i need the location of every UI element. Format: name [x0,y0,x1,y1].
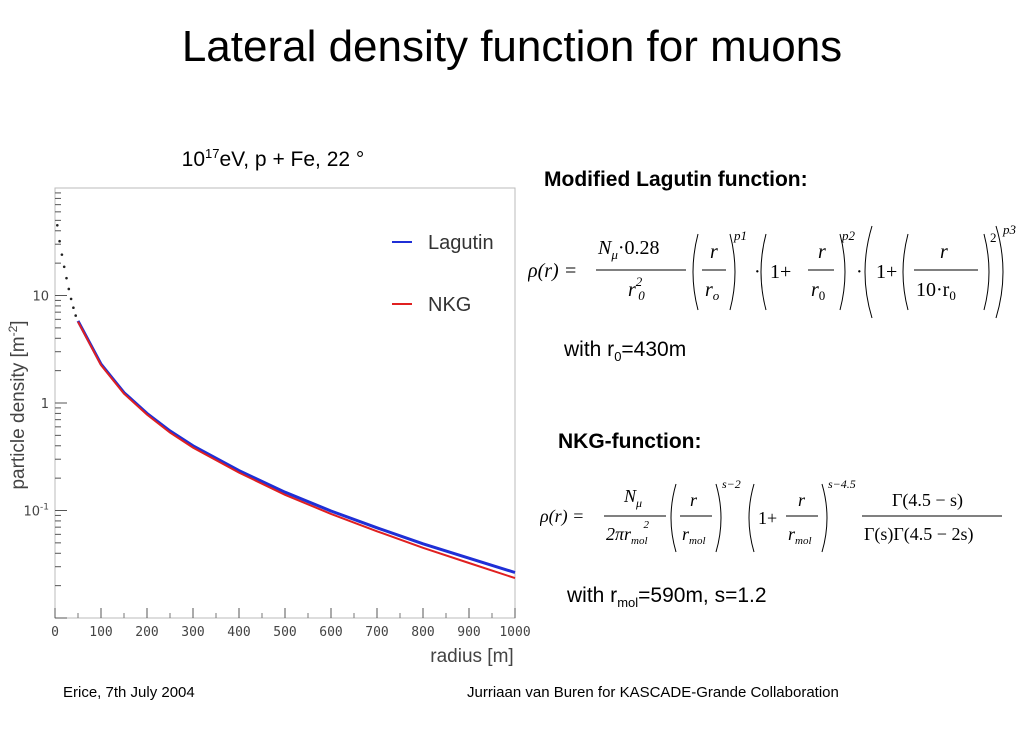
y-tick-label: 10 [32,290,49,305]
lagutin-num: Nμ·0.28 [597,237,660,262]
x-axis-label: radius [m] [430,646,513,667]
nkg-gamma-den: Γ(s)Γ(4.5 − 2s) [864,524,973,545]
lagutin-t1-den: ro [705,279,720,303]
data-point [69,297,73,301]
lagutin-t1-num: r [710,241,718,263]
lagutin-t3-den: 10·r0 [916,279,956,303]
lagutin-lhs: ρ(r) = [528,260,577,282]
subtitle-base: 10 [181,148,206,171]
data-point [72,306,75,310]
lagutin-p2: p2 [841,228,856,243]
x-tick-label: 1000 [499,625,530,640]
footer-right: Jurriaan van Buren for KASCADE-Grande Co… [467,684,839,701]
series-line-nkg [77,321,516,580]
data-point [62,265,66,269]
plot-frame [54,187,516,619]
legend-label: Lagutin [428,232,494,254]
subtitle-rest: eV, p + Fe, 22 ° [219,148,365,171]
nkg-formula: ρ(r) = Nμ 2πrmol2 r rmol s−2 1+ r rmol s… [540,477,1002,553]
lagutin-one-1: 1+ [770,261,791,283]
footer-left: Erice, 7th July 2004 [63,684,195,701]
nkg-e1: s−2 [722,477,741,491]
chart-subtitle: 1017eV, p + Fe, 22 ° [138,146,408,172]
lagutin-t3-num: r [940,241,948,263]
x-tick-label: 500 [273,625,296,640]
muon-density-chart: 0 100 200 300 400 500 600 700 800 900 100010110-1 … [6,187,531,667]
nkg-t2-num: r [798,490,806,510]
nkg-paren-1 [670,483,722,553]
lagutin-t2-num: r [818,241,826,263]
subtitle-exponent: 17 [205,146,220,161]
data-point [67,287,71,291]
lagutin-paren-1 [692,233,736,311]
data-point [60,253,64,256]
lagutin-paren-4 [902,233,990,311]
nkg-paren-2 [748,483,828,553]
lagutin-paren-3 [864,225,1004,319]
y-axis-label: particle density [m-2] [6,320,29,489]
lagutin-formula: ρ(r) = Nμ·0.28 r2 0 r ro p1 · 1+ r r0 p2 … [528,222,1017,319]
slide-title: Lateral density function for muons [181,22,843,71]
lagutin-square: 2 [990,230,997,245]
y-tick-label: 1 [41,397,49,412]
lagutin-one-2: 1+ [876,261,897,283]
nkg-gamma-num: Γ(4.5 − s) [892,490,963,511]
lagutin-dot-1: · [754,261,761,283]
data-point [58,239,61,243]
x-tick-label: 800 [411,625,434,640]
nkg-heading: NKG-function: [558,430,702,453]
lagutin-t2-den: r0 [811,279,825,303]
x-tick-label: 400 [227,625,250,640]
lagutin-note: with r0=430m [564,338,687,365]
nkg-t1-den: rmol [682,524,706,547]
nkg-one: 1+ [758,508,777,528]
lagutin-p1: p1 [733,228,747,243]
x-tick-label: 200 [135,625,158,640]
nkg-num: Nμ [623,486,642,510]
nkg-e2: s−4.5 [828,477,856,491]
nkg-note: with rmol=590m, s=1.2 [567,584,767,611]
nkg-t2-den: rmol [788,524,812,547]
nkg-lhs: ρ(r) = [540,506,584,527]
y-tick-label: 10-1 [23,503,49,520]
data-point [56,223,59,227]
lagutin-p3: p3 [1002,222,1017,237]
lagutin-dot-2: · [856,261,863,283]
x-tick-label: 900 [457,625,480,640]
nkg-t1-num: r [690,490,698,510]
lagutin-paren-2 [760,233,846,311]
lagutin-heading: Modified Lagutin function: [544,168,808,191]
x-tick-label: 600 [319,625,342,640]
data-point [74,314,77,317]
lagutin-den: r2 0 [628,274,645,303]
x-tick-label: 0 [51,625,59,640]
x-tick-label: 700 [365,625,388,640]
x-tick-label: 300 [181,625,204,640]
data-point [65,276,68,280]
legend-label: NKG [428,294,471,316]
x-tick-label: 100 [89,625,112,640]
nkg-den: 2πrmol2 [606,519,650,547]
